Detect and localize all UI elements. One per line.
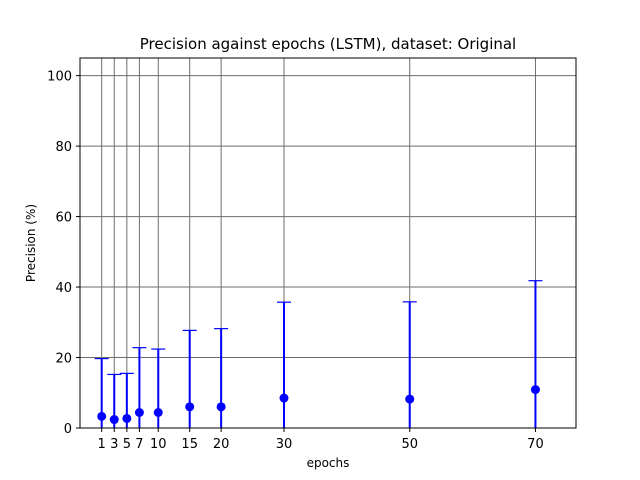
plot-frame (79, 57, 577, 429)
x-tick-label-2: 5 (123, 437, 131, 452)
y-tick-label-2: 40 (55, 281, 72, 296)
data-point-9 (530, 385, 540, 395)
data-point-7 (279, 393, 289, 403)
x-tick-label-7: 30 (276, 437, 293, 452)
x-tick-label-4: 10 (150, 437, 167, 452)
x-tick-label-3: 7 (135, 437, 143, 452)
data-point-6 (216, 402, 226, 412)
x-tick-label-9: 70 (527, 437, 544, 452)
y-tick-label-5: 100 (47, 70, 72, 85)
data-point-8 (405, 394, 415, 404)
x-tick-label-5: 15 (181, 437, 198, 452)
x-axis-label: epochs (307, 456, 350, 470)
data-point-3 (134, 407, 144, 417)
data-point-2 (122, 413, 132, 423)
y-tick-label-1: 20 (55, 352, 72, 367)
x-tick-label-8: 50 (401, 437, 418, 452)
x-tick-label-1: 3 (110, 437, 118, 452)
x-tick-label-0: 1 (98, 437, 106, 452)
y-tick-label-0: 0 (64, 422, 72, 437)
x-axis: 1 3 5 7 10 15 20 30 50 70 (98, 428, 544, 452)
y-axis-label: Precision (%) (24, 204, 38, 282)
data-point-4 (153, 407, 163, 417)
chart-title: Precision against epochs (LSTM), dataset… (140, 35, 516, 53)
x-tick-label-6: 20 (213, 437, 230, 452)
data-points (97, 385, 540, 425)
data-point-0 (97, 411, 107, 421)
y-axis: 0 20 40 60 80 100 (47, 70, 80, 437)
data-point-1 (109, 415, 119, 425)
plot-background (80, 58, 576, 428)
data-point-5 (185, 402, 195, 412)
plot-area (79, 57, 577, 429)
y-tick-label-3: 60 (55, 211, 72, 226)
y-tick-label-4: 80 (55, 140, 72, 155)
